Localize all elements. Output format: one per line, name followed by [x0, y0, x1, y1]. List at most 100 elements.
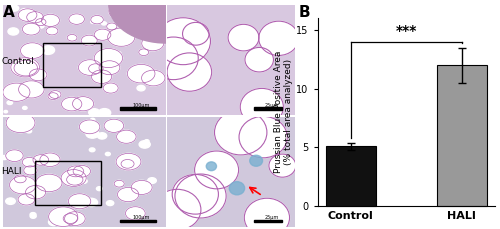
- Circle shape: [152, 35, 156, 38]
- Circle shape: [22, 157, 36, 167]
- Circle shape: [154, 189, 201, 229]
- Circle shape: [116, 153, 141, 170]
- Circle shape: [30, 214, 36, 218]
- Circle shape: [116, 130, 136, 143]
- Circle shape: [40, 153, 60, 166]
- Circle shape: [126, 207, 145, 220]
- Circle shape: [30, 213, 36, 217]
- Circle shape: [182, 22, 209, 45]
- Circle shape: [245, 47, 274, 72]
- Wedge shape: [109, 5, 166, 43]
- Circle shape: [26, 185, 46, 199]
- Circle shape: [137, 85, 145, 91]
- Y-axis label: Prussian Blue Positive Area
(% total area analyzed): Prussian Blue Positive Area (% total are…: [274, 51, 293, 173]
- Circle shape: [24, 166, 37, 175]
- Circle shape: [121, 159, 134, 168]
- Circle shape: [42, 46, 54, 55]
- Circle shape: [134, 17, 145, 24]
- Circle shape: [167, 53, 212, 91]
- Circle shape: [140, 30, 148, 35]
- Circle shape: [18, 9, 37, 21]
- Circle shape: [36, 19, 46, 26]
- Circle shape: [106, 152, 110, 156]
- Circle shape: [90, 20, 95, 23]
- Circle shape: [80, 179, 87, 183]
- Text: Control: Control: [2, 57, 34, 66]
- Circle shape: [118, 52, 121, 54]
- Circle shape: [8, 28, 18, 35]
- Bar: [254, 107, 281, 110]
- Circle shape: [30, 69, 47, 81]
- Circle shape: [90, 148, 95, 152]
- Bar: [35, 161, 100, 205]
- Circle shape: [42, 14, 60, 27]
- Circle shape: [3, 83, 30, 101]
- Circle shape: [11, 58, 40, 77]
- Circle shape: [86, 198, 98, 207]
- Circle shape: [106, 201, 114, 206]
- Text: B: B: [299, 5, 310, 20]
- Circle shape: [6, 198, 16, 204]
- Circle shape: [26, 12, 44, 23]
- Circle shape: [26, 129, 32, 133]
- Circle shape: [239, 116, 288, 158]
- Circle shape: [269, 154, 296, 177]
- Circle shape: [148, 178, 156, 183]
- Circle shape: [103, 83, 118, 93]
- Bar: [437, 65, 487, 206]
- Circle shape: [6, 113, 35, 133]
- Circle shape: [258, 21, 298, 55]
- Circle shape: [86, 129, 99, 138]
- Circle shape: [20, 43, 44, 59]
- Bar: [120, 220, 156, 222]
- Circle shape: [106, 23, 117, 30]
- Circle shape: [36, 174, 62, 192]
- Text: 100μm: 100μm: [133, 215, 150, 220]
- Circle shape: [78, 60, 102, 75]
- Circle shape: [63, 214, 78, 224]
- Circle shape: [102, 22, 106, 25]
- Circle shape: [64, 212, 85, 226]
- Circle shape: [80, 120, 100, 134]
- Text: 25μm: 25μm: [264, 215, 278, 220]
- Circle shape: [30, 83, 41, 90]
- Circle shape: [6, 150, 23, 161]
- Circle shape: [37, 23, 44, 28]
- Circle shape: [142, 36, 164, 51]
- Circle shape: [109, 3, 134, 19]
- Text: 25μm: 25μm: [264, 103, 278, 108]
- Circle shape: [73, 165, 90, 177]
- Circle shape: [98, 109, 110, 117]
- Circle shape: [48, 207, 78, 226]
- Circle shape: [33, 155, 48, 165]
- Circle shape: [28, 159, 36, 164]
- Text: A: A: [2, 5, 14, 20]
- Circle shape: [69, 14, 84, 24]
- Bar: [254, 220, 281, 222]
- Bar: [326, 146, 376, 206]
- Circle shape: [48, 93, 58, 100]
- Circle shape: [91, 15, 104, 24]
- Text: ***: ***: [396, 24, 417, 38]
- Bar: [120, 107, 156, 110]
- Circle shape: [156, 18, 210, 65]
- Circle shape: [50, 91, 61, 98]
- Circle shape: [104, 119, 124, 132]
- Circle shape: [67, 34, 77, 41]
- Circle shape: [81, 35, 97, 46]
- Circle shape: [108, 28, 135, 46]
- Circle shape: [214, 110, 267, 155]
- Circle shape: [61, 170, 86, 186]
- Circle shape: [99, 61, 120, 75]
- Circle shape: [113, 3, 118, 7]
- Circle shape: [131, 180, 152, 194]
- Circle shape: [14, 175, 26, 183]
- Circle shape: [46, 27, 58, 35]
- Circle shape: [175, 174, 226, 218]
- Text: 100μm: 100μm: [133, 103, 150, 108]
- Circle shape: [250, 155, 262, 166]
- Circle shape: [244, 198, 290, 229]
- Circle shape: [139, 49, 148, 56]
- Circle shape: [7, 101, 12, 104]
- Circle shape: [114, 180, 124, 187]
